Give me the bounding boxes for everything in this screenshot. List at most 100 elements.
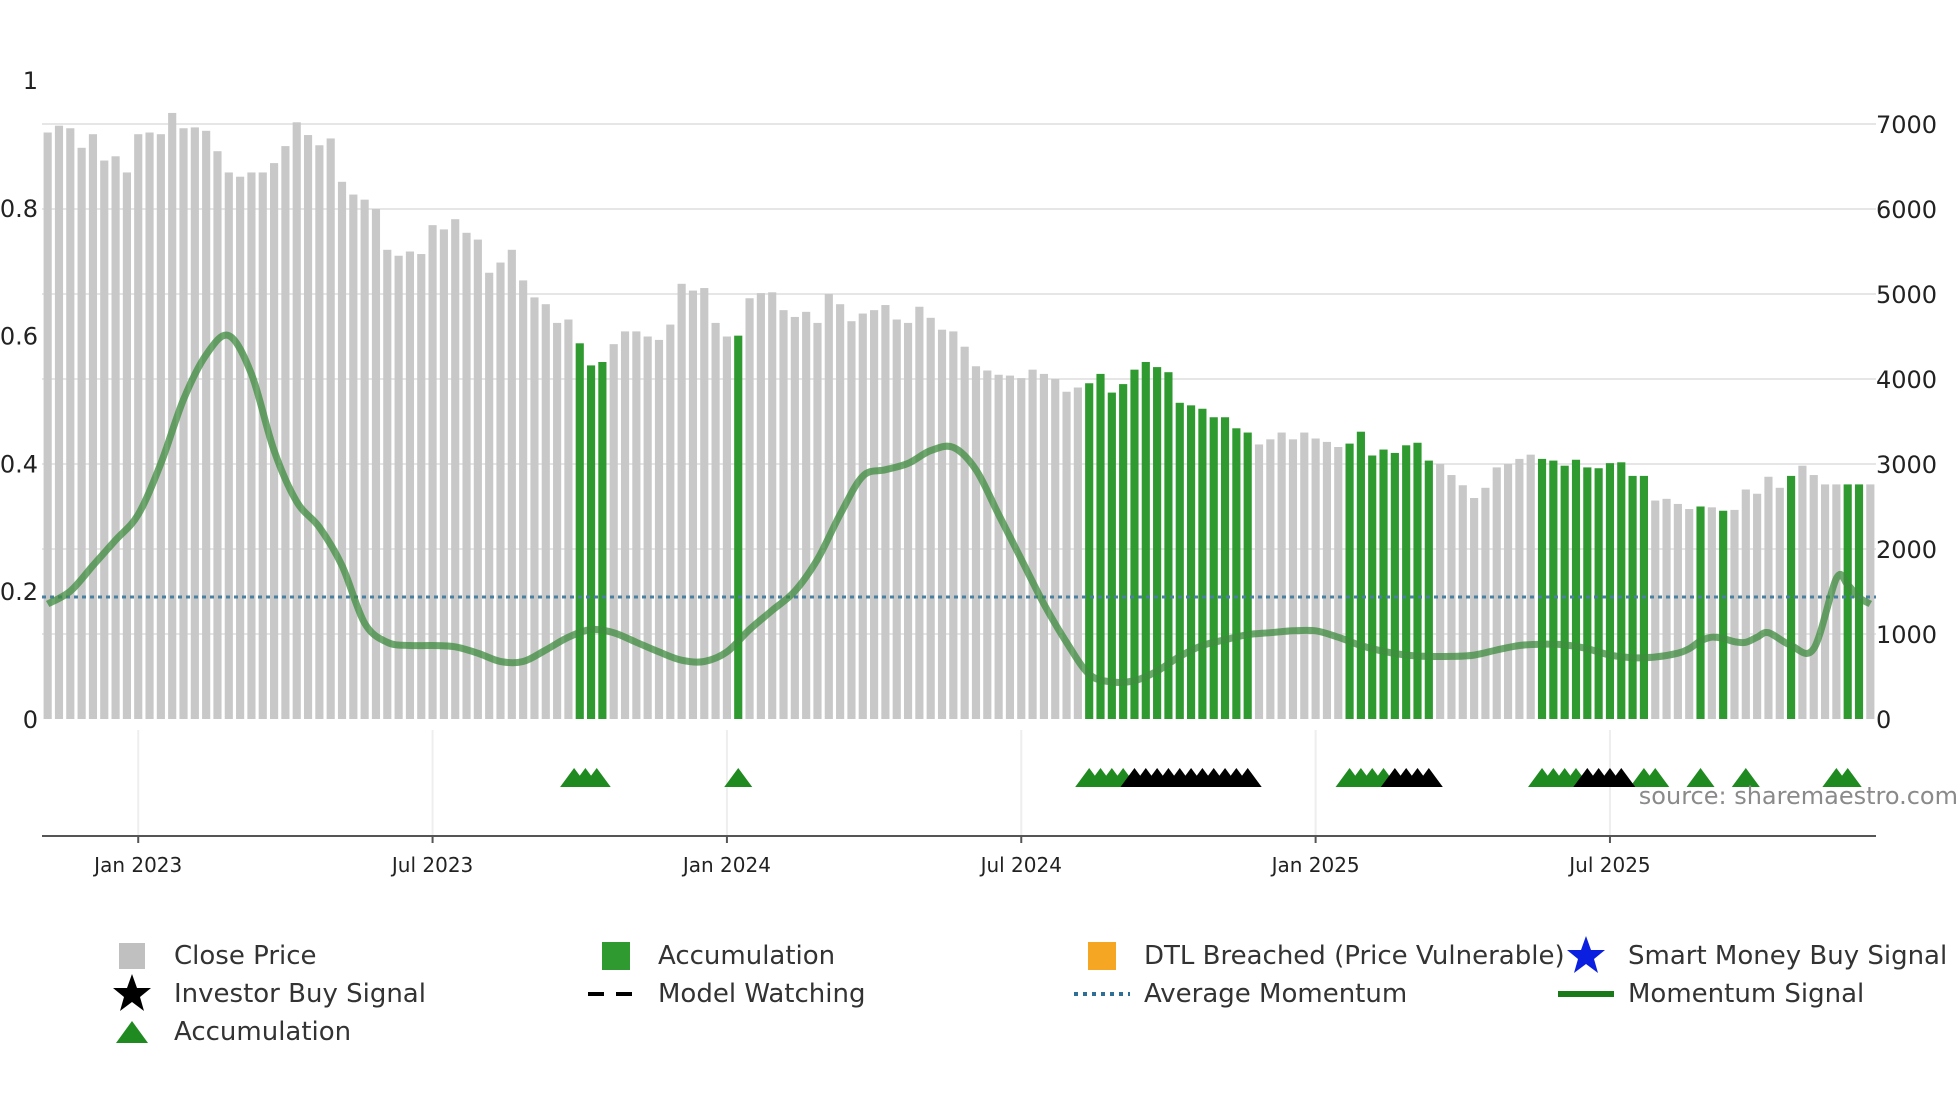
accumulation-bar — [1130, 369, 1139, 719]
price-bar — [462, 232, 471, 720]
x-axis-tick-label: Jul 2024 — [979, 853, 1062, 877]
legend-label: Momentum Signal — [1628, 979, 1865, 1009]
price-bars — [43, 112, 1875, 720]
legend-momentum-signal[interactable]: Momentum Signal — [1556, 974, 1864, 1014]
accumulation-bar — [1368, 455, 1377, 719]
price-bar — [292, 122, 301, 720]
accumulation-bar — [1220, 417, 1230, 719]
legend-smart-money[interactable]: Smart Money Buy Signal — [1556, 936, 1947, 976]
price-bar — [1073, 387, 1082, 719]
black-star-icon — [113, 974, 151, 1011]
price-bar — [1436, 464, 1445, 719]
right-axis-tick-label: 3000 — [1876, 451, 1937, 479]
price-bar — [892, 319, 901, 719]
price-bar — [700, 288, 709, 719]
price-bar — [134, 134, 143, 719]
price-bar — [541, 304, 550, 719]
x-axis-tick-label: Jan 2025 — [1270, 853, 1360, 877]
price-bar — [258, 172, 267, 719]
price-bar — [281, 146, 290, 720]
price-bar — [790, 316, 799, 719]
price-bar — [428, 225, 437, 719]
price-bar — [949, 331, 958, 719]
price-bar — [473, 239, 482, 719]
price-bar — [1254, 444, 1264, 719]
price-bar — [564, 319, 573, 719]
price-bar — [1832, 484, 1841, 719]
accumulation-bar — [575, 343, 584, 719]
price-bar — [1470, 498, 1479, 719]
accumulation-bar — [1345, 443, 1354, 719]
price-bar — [315, 145, 324, 719]
legend-label: Investor Buy Signal — [174, 979, 426, 1009]
price-bar — [643, 336, 652, 719]
price-bar — [983, 370, 992, 719]
axes: 0 0.2 0.4 0.6 0.8 1 0 1000 2000 3000 4000 5000 6000 7… — [0, 67, 1937, 877]
right-axis-tick-label: 0 — [1876, 706, 1891, 734]
price-bar — [1741, 489, 1750, 719]
legend-close-price[interactable]: Close Price — [102, 936, 317, 976]
price-bar — [881, 305, 890, 719]
price-bar — [1322, 441, 1332, 719]
accumulation-bar — [1232, 428, 1241, 719]
accumulation-bar — [734, 335, 743, 719]
price-bar — [1526, 454, 1535, 719]
accumulation-bar — [1379, 449, 1388, 719]
price-bar — [1730, 509, 1739, 719]
price-bar — [54, 125, 64, 719]
right-axis-tick-label: 7000 — [1876, 111, 1937, 139]
price-bar — [971, 366, 981, 719]
accumulation-bar — [1605, 463, 1615, 719]
price-bar — [1753, 493, 1762, 719]
investor-marker — [1233, 768, 1262, 787]
legend-accumulation-marker[interactable]: Accumulation — [102, 1012, 351, 1052]
price-bar — [247, 172, 256, 719]
price-bar — [1288, 439, 1298, 719]
accumulation-bar — [1164, 372, 1173, 719]
accumulation-marker — [582, 768, 611, 787]
price-bar — [1017, 378, 1026, 719]
price-bar — [1503, 464, 1513, 719]
right-axis-tick-label: 4000 — [1876, 366, 1937, 394]
legend-average-momentum[interactable]: Average Momentum — [1072, 974, 1407, 1014]
accumulation-bar — [1153, 367, 1162, 719]
legend-investor-buy[interactable]: Investor Buy Signal — [102, 974, 426, 1014]
legend-label: Average Momentum — [1144, 979, 1408, 1009]
price-bar — [326, 138, 335, 719]
price-bar — [756, 293, 765, 719]
price-bar — [337, 181, 347, 720]
x-axis-tick-label: Jul 2025 — [1567, 853, 1650, 877]
price-bar — [1028, 369, 1037, 719]
x-axis-tick-label: Jan 2024 — [681, 853, 771, 877]
price-bar — [926, 317, 935, 719]
legend-dtl-breached[interactable]: DTL Breached (Price Vulnerable) — [1072, 936, 1565, 976]
dashed-line-icon — [588, 992, 644, 996]
legend-model-watching[interactable]: Model Watching — [586, 974, 865, 1014]
accumulation-bar — [1198, 408, 1207, 719]
price-bar — [519, 280, 528, 719]
accumulation-bar — [1537, 458, 1547, 719]
price-bar — [1300, 432, 1309, 719]
price-bar — [813, 322, 822, 719]
accumulation-bar — [1424, 460, 1433, 719]
price-bar — [937, 329, 947, 719]
accumulation-bar — [1696, 506, 1705, 719]
legend-accumulation[interactable]: Accumulation — [586, 936, 835, 976]
price-bar — [1334, 447, 1343, 719]
accumulation-bar — [1787, 475, 1796, 719]
price-bar — [122, 172, 131, 719]
accumulation-bar — [1107, 392, 1116, 719]
price-bar — [439, 229, 448, 719]
price-bar — [371, 209, 381, 719]
price-bar — [632, 331, 641, 719]
accumulation-bar — [1617, 462, 1626, 719]
accumulation-bar — [598, 362, 607, 719]
right-axis-tick-label: 1000 — [1876, 621, 1937, 649]
price-bar — [1764, 476, 1773, 719]
price-bar — [779, 310, 788, 719]
accumulation-bar — [1243, 432, 1252, 719]
accumulation-marker — [724, 768, 753, 787]
accumulation-bar — [1119, 384, 1128, 719]
momentum-signal-line — [45, 331, 1873, 686]
price-bar — [1673, 503, 1682, 719]
